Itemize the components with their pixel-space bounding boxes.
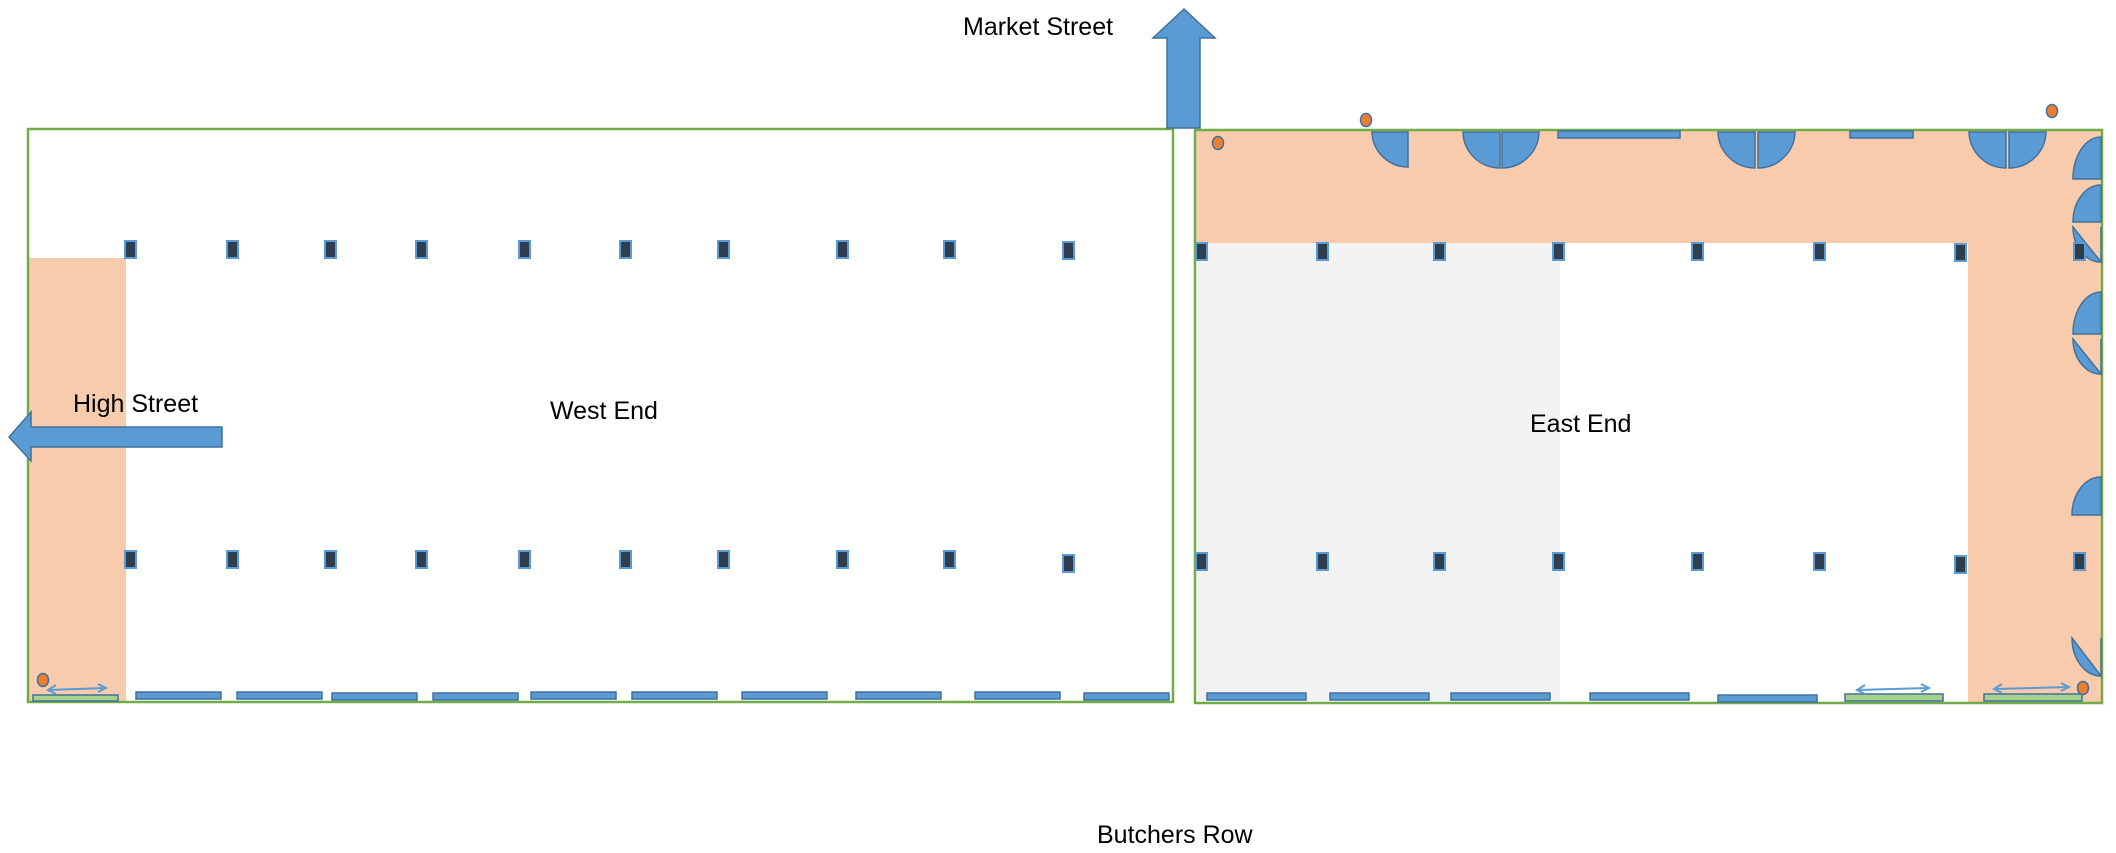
pillar: [1954, 555, 1967, 574]
pillar: [1195, 242, 1208, 261]
pillar: [415, 550, 428, 569]
sliding-arrows: [45, 682, 2072, 695]
pillar: [2073, 552, 2086, 571]
pillar: [943, 550, 956, 569]
market-street-label: Market Street: [963, 13, 1113, 41]
door-icon: [2071, 476, 2102, 516]
window: [1083, 692, 1170, 701]
high-street-label: High Street: [73, 390, 198, 418]
pillar: [1552, 242, 1565, 261]
window: [855, 691, 942, 700]
pillar: [1433, 242, 1446, 261]
door-icon: [1371, 131, 1409, 168]
pillar: [518, 550, 531, 569]
double-arrow-icon: [1991, 682, 2072, 694]
window: [135, 691, 222, 700]
pillar: [1552, 552, 1565, 571]
door-icon: [1757, 131, 1796, 169]
pillars: [124, 240, 2086, 574]
door-icon: [1717, 131, 1756, 169]
window: [631, 691, 718, 700]
zones: [29, 130, 2102, 702]
window: [1557, 130, 1681, 139]
window: [1589, 692, 1690, 701]
sliding-door: [1844, 693, 1944, 702]
door-icon: [2072, 184, 2102, 223]
door-icon: [1968, 131, 2007, 169]
door-icon: [1462, 131, 1501, 169]
west-walkway-zone: [29, 258, 126, 701]
sliding-door: [32, 694, 119, 702]
windows: [135, 130, 1914, 703]
east-grey-zone: [1198, 243, 1560, 701]
pillar: [1195, 552, 1208, 571]
window: [236, 691, 323, 700]
doors-right: [2071, 136, 2102, 679]
markers: [36, 103, 2090, 696]
door-icon: [1501, 131, 1540, 169]
double-arrow-icon: [45, 683, 109, 695]
pillar: [124, 550, 137, 569]
pillar: [1813, 242, 1826, 261]
double-arrow-icon: [1854, 683, 1932, 695]
window: [1717, 694, 1818, 703]
pillar: [1813, 552, 1826, 571]
pillar: [619, 550, 632, 569]
window: [974, 691, 1061, 700]
east-end-outline: [1193, 128, 2104, 705]
window: [1849, 130, 1914, 139]
window: [1206, 692, 1307, 701]
doors-top: [1371, 131, 2047, 169]
pillar: [836, 240, 849, 259]
door-icon: [2072, 291, 2102, 335]
pillar: [1691, 552, 1704, 571]
pillar: [124, 240, 137, 259]
door-icon: [2071, 635, 2102, 679]
window: [530, 691, 617, 700]
pillar: [324, 550, 337, 569]
sliding-doors: [32, 693, 2083, 702]
pillar: [836, 550, 849, 569]
pillar: [415, 240, 428, 259]
butchers-row-label: Butchers Row: [1097, 821, 1254, 849]
east-top-walkway-zone: [1196, 130, 2102, 243]
marker-dot: [1359, 112, 1373, 128]
pillar: [943, 240, 956, 259]
pillar: [717, 240, 730, 259]
window: [432, 692, 519, 701]
window: [1450, 692, 1551, 701]
high-street-arrow: [7, 410, 223, 463]
window: [1329, 692, 1430, 701]
door-icon: [2008, 131, 2047, 169]
pillar: [1316, 242, 1329, 261]
pillar: [518, 240, 531, 259]
marker-dot: [36, 672, 50, 688]
sliding-door: [1983, 693, 2083, 702]
marker-dot: [1211, 135, 1225, 151]
door-icon: [2072, 336, 2102, 377]
pillar: [2073, 242, 2086, 261]
pillar: [1062, 554, 1075, 573]
door-icon: [2072, 136, 2102, 180]
pillar: [1433, 552, 1446, 571]
pillar: [226, 240, 239, 259]
marker-dot: [2076, 680, 2090, 696]
pillar: [1691, 242, 1704, 261]
pillar: [1316, 552, 1329, 571]
marker-dot: [2045, 103, 2059, 119]
pillar: [1954, 243, 1967, 262]
pillar: [1062, 241, 1075, 260]
pillar: [226, 550, 239, 569]
west-end-label: West End: [550, 397, 658, 425]
east-right-walkway-zone: [1968, 130, 2102, 702]
window: [741, 691, 828, 700]
market-street-arrow: [1151, 7, 1217, 129]
window: [331, 692, 418, 701]
pillar: [717, 550, 730, 569]
pillar: [619, 240, 632, 259]
east-end-label: East End: [1530, 410, 1631, 438]
pillar: [324, 240, 337, 259]
